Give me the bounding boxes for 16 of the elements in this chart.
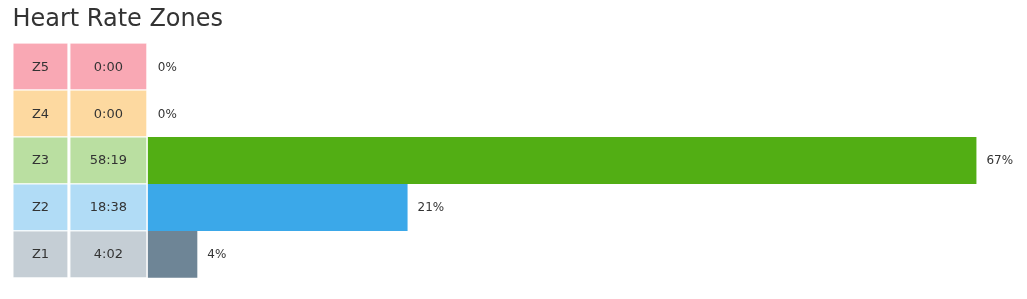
text: 0:00: [93, 105, 123, 121]
y-tick-label: Z5: [31, 58, 50, 74]
text: 18:38: [89, 199, 128, 215]
y-tick-label: Z4: [31, 105, 50, 121]
text: 0:00: [93, 58, 123, 74]
text: 58:19: [89, 152, 128, 168]
text: 4:02: [93, 246, 123, 262]
data-label: 21%: [417, 200, 445, 215]
chart-title: Heart Rate Zones: [12, 3, 223, 32]
data-label: 0%: [157, 106, 177, 121]
y-tick-label: Z2: [31, 199, 50, 215]
data-label: 67%: [986, 153, 1014, 168]
y-tick-label: Z1: [31, 246, 50, 262]
data-label: 4%: [207, 247, 227, 262]
y-tick-label: Z3: [31, 152, 50, 168]
data-label: 0%: [157, 59, 177, 74]
